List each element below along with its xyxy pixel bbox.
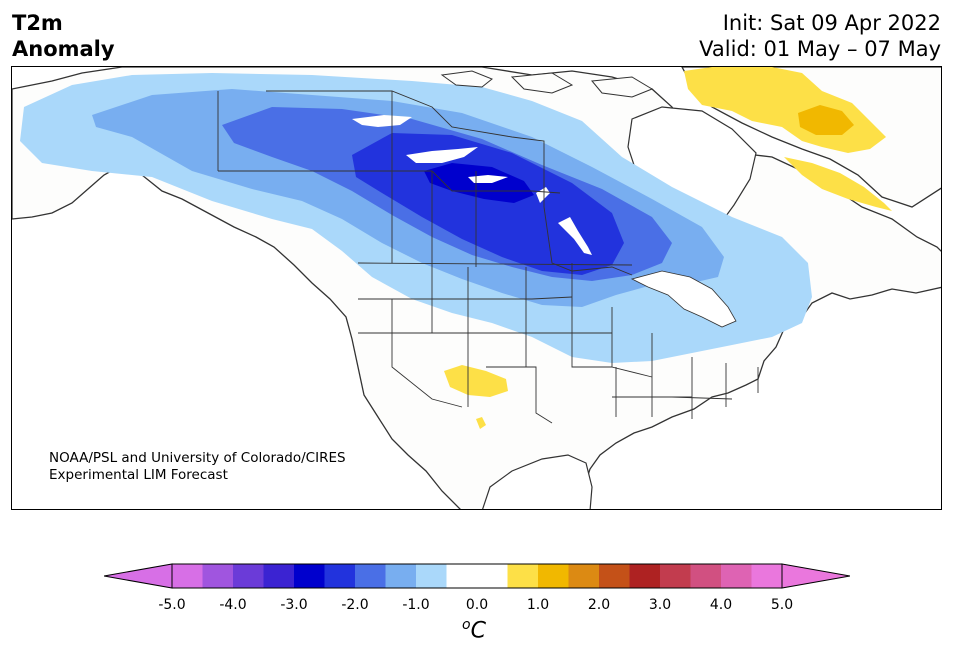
lake-reindeer (536, 187, 550, 203)
colorbar-tick-label: -2.0 (341, 597, 369, 613)
anomaly-plus-1.0-greenland (798, 105, 854, 135)
colorbar-segment (507, 564, 539, 588)
colorbar-tick-label: 0.0 (465, 597, 489, 613)
colorbar-segment (538, 564, 569, 588)
lake-great-bear (352, 115, 412, 127)
forecast-dates: Init: Sat 09 Apr 2022 Valid: 01 May – 07… (699, 10, 941, 62)
colorbar-tick-label: 2.0 (587, 597, 611, 613)
credit-text: NOAA/PSL and University of Colorado/CIRE… (49, 450, 346, 484)
credit-line-2: Experimental LIM Forecast (49, 467, 228, 483)
colorbar-segment (263, 564, 295, 588)
anomaly-plus-0.5-labrador (784, 157, 892, 211)
colorbar-tick-label: 4.0 (709, 597, 733, 613)
colorbar-segment (477, 564, 508, 588)
colorbar-extend-low (104, 563, 173, 589)
colorbar-tick-label: -1.0 (402, 597, 430, 613)
colorbar-tick-label: 5.0 (770, 597, 794, 613)
lake-winnipeg (558, 217, 592, 255)
colorbar-segment (446, 564, 478, 588)
colorbar-segment (629, 564, 661, 588)
colorbar-segment (599, 564, 630, 588)
gulf-of-mexico (482, 454, 593, 509)
unit-base: C (470, 618, 486, 644)
anomaly-plus-0.5-arizona (444, 365, 508, 397)
anomaly-map (11, 66, 942, 510)
arctic-islands (440, 70, 654, 98)
map-svg (12, 67, 941, 509)
title-line-1: T2m (12, 11, 63, 35)
political-borders (217, 90, 759, 424)
colorbar-ticks: -5.0 -4.0 -3.0 -2.0 -1.0 0.0 1.0 2.0 3.0 4.0 5.0 (0, 597, 953, 617)
lake-athabasca (468, 175, 508, 183)
credit-line-1: NOAA/PSL and University of Colorado/CIRE… (49, 450, 346, 466)
anomaly-plus-0.5-sonora (476, 417, 486, 429)
anomaly-minus-2.0 (352, 133, 624, 275)
colorbar-segment (721, 564, 752, 588)
colorbar-segment (416, 564, 447, 588)
colorbar-outline (171, 563, 783, 589)
colorbar-segment (355, 564, 386, 588)
colorbar-segment (385, 564, 417, 588)
colorbar-segment (751, 564, 783, 588)
colorbar-tick-label: 3.0 (648, 597, 672, 613)
colorbar-segment (202, 564, 234, 588)
colorbar-tick-label: -5.0 (158, 597, 186, 613)
colorbar-segment (294, 564, 325, 588)
colorbar-segment (233, 564, 264, 588)
valid-date: Valid: 01 May – 07 May (699, 37, 941, 61)
colorbar-unit: oC (462, 617, 486, 643)
great-lakes (630, 270, 737, 328)
lake-great-slave (406, 147, 478, 163)
colorbar-segment (324, 564, 356, 588)
colorbar-segment (660, 564, 691, 588)
colorbar-segment (172, 564, 203, 588)
title-line-2: Anomaly (12, 37, 115, 61)
unit-superscript: o (462, 617, 471, 633)
colorbar-tick-label: 1.0 (526, 597, 550, 613)
colorbar-tick-label: -4.0 (219, 597, 247, 613)
colorbar (104, 563, 850, 589)
colorbar-tick-label: -3.0 (280, 597, 308, 613)
colorbar-segment (690, 564, 722, 588)
colorbar-segment (568, 564, 600, 588)
plot-title: T2m Anomaly (12, 10, 115, 62)
colorbar-extend-high (781, 563, 850, 589)
init-date: Init: Sat 09 Apr 2022 (722, 11, 941, 35)
